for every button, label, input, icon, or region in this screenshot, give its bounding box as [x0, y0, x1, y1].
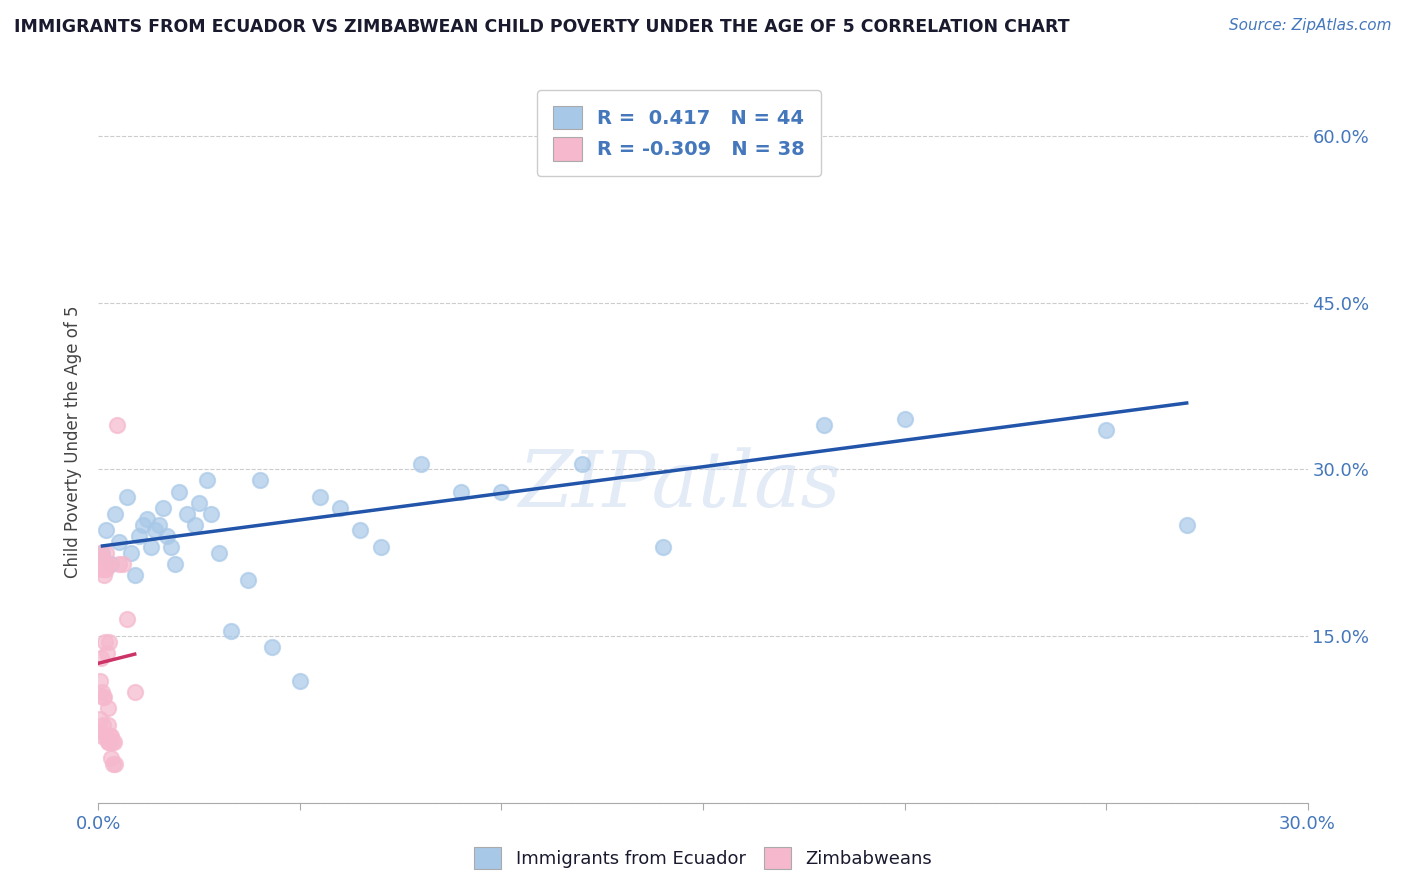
- Point: [89, 723, 111, 738]
- Point: [195, 474, 218, 488]
- Point: [103, 734, 125, 748]
- Point: [128, 529, 150, 543]
- Point: [249, 474, 271, 488]
- Point: [221, 624, 243, 638]
- Point: [813, 417, 835, 432]
- Text: Source: ZipAtlas.com: Source: ZipAtlas.com: [1229, 18, 1392, 33]
- Text: ZIPatlas: ZIPatlas: [517, 447, 839, 523]
- Point: [148, 517, 170, 532]
- Point: [96, 524, 118, 538]
- Point: [571, 457, 593, 471]
- Point: [329, 501, 352, 516]
- Point: [132, 517, 155, 532]
- Point: [124, 568, 146, 582]
- Point: [1095, 424, 1118, 438]
- Point: [139, 540, 162, 554]
- Legend: R =  0.417   N = 44, R = -0.309   N = 38: R = 0.417 N = 44, R = -0.309 N = 38: [537, 90, 821, 177]
- Point: [288, 673, 311, 688]
- Point: [167, 484, 190, 499]
- Point: [101, 734, 124, 748]
- Point: [96, 646, 118, 660]
- Point: [100, 729, 122, 743]
- Point: [94, 634, 117, 648]
- Point: [93, 562, 115, 576]
- Point: [651, 540, 673, 554]
- Point: [107, 534, 129, 549]
- Point: [1175, 517, 1198, 532]
- Point: [124, 684, 146, 698]
- Point: [111, 557, 134, 571]
- Point: [163, 557, 186, 571]
- Point: [98, 734, 121, 748]
- Point: [100, 751, 122, 765]
- Point: [97, 701, 120, 715]
- Point: [135, 512, 157, 526]
- Point: [491, 484, 513, 499]
- Point: [188, 496, 211, 510]
- Point: [97, 718, 120, 732]
- Point: [91, 729, 114, 743]
- Point: [90, 684, 112, 698]
- Point: [115, 612, 138, 626]
- Point: [100, 557, 122, 571]
- Point: [91, 690, 114, 705]
- Point: [90, 546, 112, 560]
- Point: [184, 517, 207, 532]
- Point: [409, 457, 432, 471]
- Point: [94, 562, 117, 576]
- Point: [97, 634, 120, 648]
- Point: [733, 156, 755, 170]
- Point: [93, 690, 115, 705]
- Legend: Immigrants from Ecuador, Zimbabweans: Immigrants from Ecuador, Zimbabweans: [465, 838, 941, 879]
- Text: IMMIGRANTS FROM ECUADOR VS ZIMBABWEAN CHILD POVERTY UNDER THE AGE OF 5 CORRELATI: IMMIGRANTS FROM ECUADOR VS ZIMBABWEAN CH…: [14, 18, 1070, 36]
- Point: [120, 546, 142, 560]
- Point: [91, 718, 114, 732]
- Point: [98, 729, 121, 743]
- Point: [370, 540, 392, 554]
- Point: [101, 756, 124, 771]
- Point: [103, 756, 125, 771]
- Point: [260, 640, 283, 655]
- Point: [93, 568, 115, 582]
- Point: [200, 507, 222, 521]
- Point: [96, 729, 118, 743]
- Point: [103, 507, 125, 521]
- Point: [152, 501, 174, 516]
- Point: [89, 562, 111, 576]
- Point: [156, 529, 179, 543]
- Point: [160, 540, 183, 554]
- Point: [89, 673, 111, 688]
- Point: [96, 557, 118, 571]
- Point: [94, 562, 117, 576]
- Point: [309, 490, 332, 504]
- Y-axis label: Child Poverty Under the Age of 5: Child Poverty Under the Age of 5: [65, 305, 83, 578]
- Point: [349, 524, 371, 538]
- Point: [450, 484, 472, 499]
- Point: [89, 713, 111, 727]
- Point: [236, 574, 259, 588]
- Point: [176, 507, 198, 521]
- Point: [143, 524, 166, 538]
- Point: [107, 557, 129, 571]
- Point: [893, 412, 915, 426]
- Point: [115, 490, 138, 504]
- Point: [91, 546, 114, 560]
- Point: [105, 417, 128, 432]
- Point: [208, 546, 231, 560]
- Point: [94, 546, 117, 560]
- Point: [97, 734, 120, 748]
- Point: [90, 651, 112, 665]
- Point: [91, 551, 114, 566]
